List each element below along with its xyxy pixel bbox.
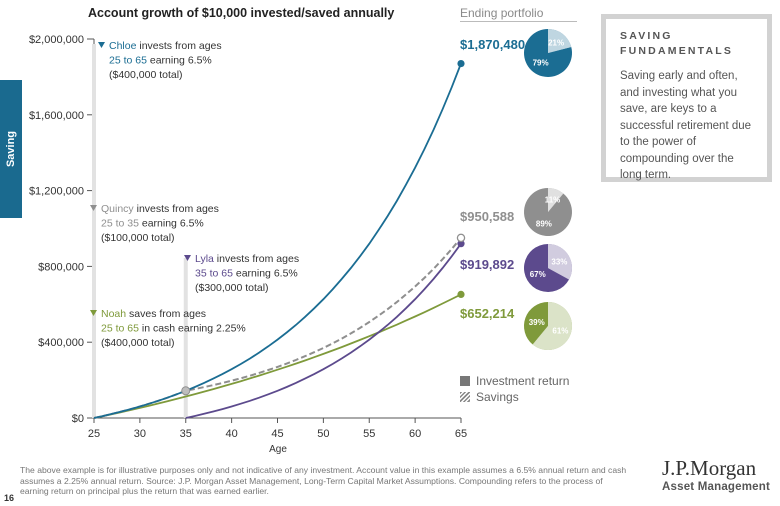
lyla-label-triangle-icon xyxy=(184,255,191,261)
noah-pie-investment-slice xyxy=(524,302,548,345)
lyla-end-marker xyxy=(457,240,465,248)
page-number: 16 xyxy=(4,493,15,503)
fundamentals-title: SAVING FUNDAMENTALS xyxy=(620,29,757,59)
quincy-pie-investment-slice xyxy=(523,188,572,236)
x-tick-label: 35 xyxy=(180,428,192,440)
side-tab[interactable]: Saving xyxy=(0,80,22,218)
x-tick-label: 50 xyxy=(317,428,329,440)
chart-title: Account growth of $10,000 invested/saved… xyxy=(88,6,395,20)
noah-label-line3: ($400,000 total) xyxy=(101,337,175,349)
y-tick-label: $1,600,000 xyxy=(29,110,84,122)
legend-savings-label: Savings xyxy=(476,390,519,404)
fundamentals-title-line1: SAVING xyxy=(620,30,673,42)
noah-pie-investment-label: 39% xyxy=(529,318,545,327)
lyla-label-line1: Lyla invests from ages xyxy=(195,253,299,265)
y-tick-label: $0 xyxy=(72,413,84,425)
lyla-pie-investment-label: 67% xyxy=(530,270,546,279)
quincy-pie-savings-hatch xyxy=(548,188,564,212)
chloe-label-triangle-icon xyxy=(98,42,105,48)
x-tick-label: 45 xyxy=(271,428,283,440)
noah-series-line xyxy=(93,293,462,419)
quincy-pie-investment-label: 89% xyxy=(536,219,552,228)
x-tick-label: 60 xyxy=(409,428,421,440)
y-tick-label: $800,000 xyxy=(38,261,84,273)
lyla-pie-savings-hatch xyxy=(548,244,572,280)
lyla-label-line2: 35 to 65 earning 6.5% xyxy=(195,268,298,280)
jpmorgan-logo: J.P.Morgan xyxy=(662,456,757,480)
chloe-label-line3: ($400,000 total) xyxy=(109,69,183,81)
lyla-series-line xyxy=(185,243,462,419)
chloe-pie-investment-slice xyxy=(524,29,573,78)
y-tick-label: $2,000,000 xyxy=(29,34,84,46)
noah-pie-savings-label: 61% xyxy=(552,327,568,336)
chloe-series-line xyxy=(93,63,462,419)
fundamentals-body: Saving early and often, and investing wh… xyxy=(620,70,752,181)
quincy-ending-value: $950,588 xyxy=(460,209,514,224)
logo-subtitle: Asset Management xyxy=(662,481,771,493)
noah-end-marker xyxy=(457,290,465,299)
lyla-label-line3: ($300,000 total) xyxy=(195,282,269,294)
quincy-label-line2: 25 to 35 earning 6.5% xyxy=(101,218,204,230)
ending-portfolio-label: Ending portfolio xyxy=(460,6,544,20)
x-tick-label: 40 xyxy=(226,428,238,440)
lyla-pie-savings-label: 33% xyxy=(551,257,567,266)
quincy-stop-marker xyxy=(181,386,191,396)
quincy-end-marker xyxy=(456,233,466,243)
quincy-label-triangle-icon xyxy=(90,205,97,211)
chloe-pie-savings-label: 21% xyxy=(548,39,564,48)
legend: Investment return Savings xyxy=(460,373,569,405)
legend-investment-label: Investment return xyxy=(476,374,570,388)
noah-pie-savings-hatch xyxy=(532,302,573,351)
x-tick-label: 25 xyxy=(88,428,100,440)
noah-label-triangle-icon xyxy=(90,310,97,316)
guide-bar-age-25 xyxy=(92,44,96,418)
x-axis-title: Age xyxy=(269,444,287,455)
fundamentals-title-line2: FUNDAMENTALS xyxy=(620,45,734,57)
lyla-ending-value: $919,892 xyxy=(460,257,514,272)
investment-swatch-icon xyxy=(460,376,470,386)
guide-bar-age-35 xyxy=(183,258,188,418)
y-tick-label: $1,200,000 xyxy=(29,186,84,198)
quincy-label-line1: Quincy invests from ages xyxy=(101,203,219,215)
x-tick-label: 55 xyxy=(363,428,375,440)
noah-label-line2: 25 to 65 in cash earning 2.25% xyxy=(101,323,246,335)
chloe-ending-value: $1,870,480 xyxy=(460,37,525,52)
quincy-pie-savings-label: 11% xyxy=(545,196,561,205)
x-tick-label: 65 xyxy=(455,428,467,440)
savings-swatch-icon xyxy=(460,392,470,402)
ending-portfolio-divider xyxy=(460,21,577,22)
quincy-label-line3: ($100,000 total) xyxy=(101,232,175,244)
chloe-end-marker xyxy=(457,59,465,68)
chloe-label-line2: 25 to 65 earning 6.5% xyxy=(109,55,212,67)
chloe-label-line1: Chloe invests from ages xyxy=(109,40,222,52)
x-tick-label: 30 xyxy=(134,428,146,440)
chloe-pie-investment-label: 79% xyxy=(533,59,549,68)
footnote: The above example is for illustrative pu… xyxy=(20,465,627,496)
noah-ending-value: $652,214 xyxy=(460,306,515,321)
legend-item-savings: Savings xyxy=(460,389,569,405)
y-tick-label: $400,000 xyxy=(38,337,84,349)
noah-label-line1: Noah saves from ages xyxy=(101,308,206,320)
fundamentals-box: SAVING FUNDAMENTALS Saving early and oft… xyxy=(601,14,772,182)
legend-item-investment: Investment return xyxy=(460,373,569,389)
lyla-pie-investment-slice xyxy=(523,244,570,293)
chloe-pie-savings-hatch xyxy=(548,29,572,53)
